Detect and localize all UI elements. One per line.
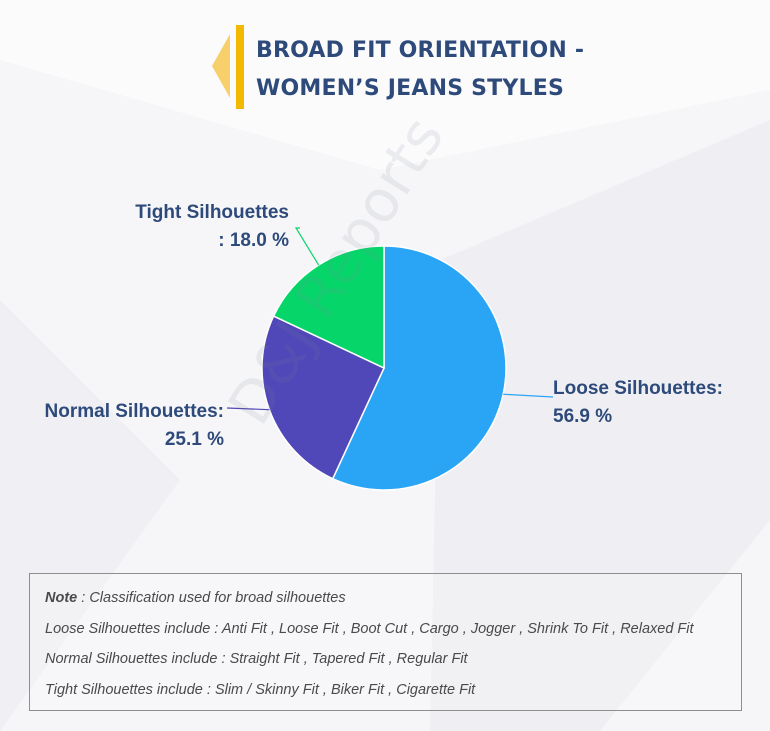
slice-label-normal-silhouettes-name: Normal Silhouettes:: [45, 401, 224, 422]
note-loose-text: : Anti Fit , Loose Fit , Boot Cut , Carg…: [210, 620, 694, 637]
chart-title-line-2: WOMEN’S JEANS STYLES: [256, 76, 564, 101]
note-label: Note: [45, 590, 78, 606]
leader-line-normal-silhouettes: [226, 407, 270, 411]
leader-line-tight-silhouettes: [294, 227, 320, 266]
note-box: Note : Classification used for broad sil…: [29, 573, 742, 711]
note-normal-text: : Straight Fit , Tapered Fit , Regular F…: [217, 651, 468, 667]
note-line-intro: Note : Classification used for broad sil…: [45, 588, 741, 619]
note-line-loose: Loose Silhouettes include : Anti Fit , L…: [45, 619, 741, 650]
note-loose-label: Loose Silhouettes include: [45, 620, 211, 637]
slice-label-normal-silhouettes-value: 25.1 %: [165, 429, 224, 450]
note-tight-text: : Slim / Skinny Fit , Biker Fit , Cigare…: [202, 681, 476, 698]
note-tight-label: Tight Silhouettes include: [45, 681, 203, 698]
pie-slice-tight-silhouettes: [272, 245, 385, 370]
chart-title-block: BROAD FIT ORIENTATION - WOMEN’S JEANS ST…: [204, 22, 624, 112]
slice-label-loose-silhouettes-name: Loose Silhouettes:: [553, 378, 723, 399]
note-normal-label: Normal Silhouettes include: [45, 651, 218, 667]
pie-chart: Loose Silhouettes: 56.9 % Normal Silhouett…: [45, 202, 723, 491]
leader-line-loose-silhouettes: [503, 393, 554, 398]
note-text: : Classification used for broad silhouet…: [77, 590, 346, 606]
note-line-normal: Normal Silhouettes include : Straight Fi…: [45, 649, 741, 680]
note-line-tight: Tight Silhouettes include : Slim / Skinn…: [45, 680, 741, 711]
title-chevron-icon: [212, 25, 244, 109]
slice-label-tight-silhouettes-name: Tight Silhouettes: [135, 202, 289, 223]
chart-title-line-1: BROAD FIT ORIENTATION -: [256, 38, 585, 63]
slice-label-tight-silhouettes-value: : 18.0 %: [218, 230, 289, 251]
pie-slice-normal-silhouettes: [261, 315, 385, 480]
slice-label-loose-silhouettes-value: 56.9 %: [553, 406, 612, 427]
